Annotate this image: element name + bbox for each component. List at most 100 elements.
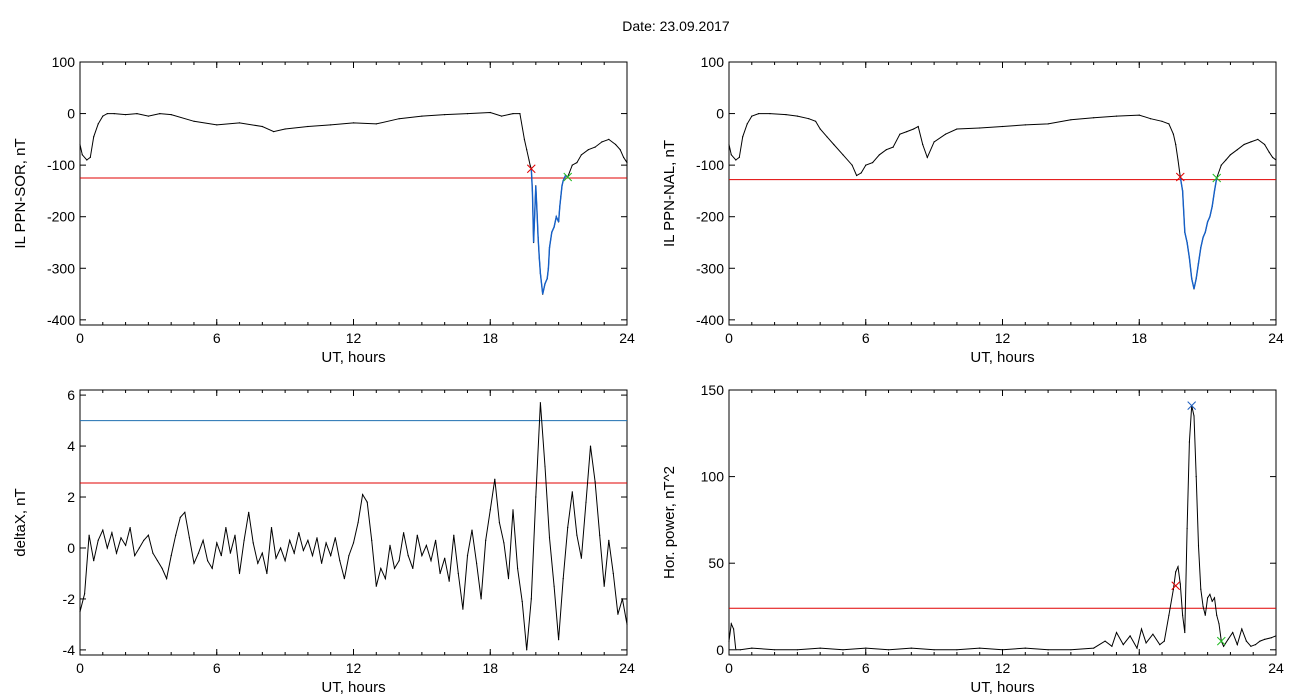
data-point bbox=[826, 136, 828, 138]
data-point bbox=[1179, 583, 1181, 585]
data-point bbox=[166, 578, 168, 580]
data-point bbox=[225, 527, 227, 529]
data-point bbox=[1175, 143, 1177, 146]
data-point bbox=[612, 572, 614, 575]
data-point bbox=[623, 156, 625, 158]
data-point bbox=[97, 123, 99, 125]
data-point bbox=[156, 560, 159, 562]
data-point bbox=[521, 600, 523, 603]
data-point bbox=[412, 567, 414, 570]
data-point bbox=[580, 557, 583, 559]
y-tick-label: 4 bbox=[67, 438, 75, 454]
x-axis-label: UT, hours bbox=[321, 679, 385, 696]
data-point bbox=[1024, 124, 1026, 126]
y-tick-label: 100 bbox=[52, 54, 76, 70]
data-point bbox=[193, 120, 195, 122]
data-point bbox=[1163, 640, 1165, 642]
x-tick-label: 18 bbox=[1131, 330, 1147, 346]
marker-green bbox=[1216, 636, 1226, 646]
data-point bbox=[910, 647, 912, 649]
data-point bbox=[93, 560, 95, 562]
data-point bbox=[348, 555, 350, 557]
data-point bbox=[1264, 638, 1266, 641]
data-point bbox=[81, 154, 83, 156]
data-point bbox=[503, 542, 505, 544]
data-point bbox=[887, 649, 890, 651]
y-tick-label: 0 bbox=[716, 642, 724, 658]
data-point bbox=[352, 122, 355, 124]
data-point bbox=[102, 529, 104, 531]
data-point bbox=[926, 156, 928, 158]
data-point bbox=[528, 159, 530, 161]
data-point bbox=[494, 478, 496, 480]
data-point bbox=[193, 562, 195, 564]
plot-frame bbox=[728, 389, 1277, 656]
x-tick-label: 18 bbox=[1131, 660, 1147, 676]
data-point bbox=[476, 562, 478, 564]
data-point bbox=[1245, 640, 1247, 642]
data-point bbox=[161, 567, 163, 570]
data-point bbox=[1182, 614, 1184, 616]
data-point bbox=[885, 149, 887, 151]
data-point bbox=[1111, 645, 1113, 647]
data-point bbox=[1250, 645, 1252, 647]
data-point bbox=[1197, 545, 1200, 547]
x-tick-label: 24 bbox=[1268, 330, 1284, 346]
data-point bbox=[530, 598, 532, 600]
data-point bbox=[216, 542, 218, 544]
data-point bbox=[284, 560, 286, 562]
data-point bbox=[1024, 647, 1026, 649]
data-point bbox=[878, 154, 881, 156]
y-tick-label: -400 bbox=[696, 312, 724, 328]
data-point bbox=[330, 124, 332, 126]
data-point bbox=[1202, 605, 1204, 608]
data-point bbox=[384, 578, 386, 580]
data-point bbox=[856, 174, 858, 177]
data-point bbox=[316, 537, 318, 539]
data-point bbox=[1209, 593, 1211, 596]
data-point bbox=[466, 113, 469, 115]
x-tick-label: 0 bbox=[76, 660, 84, 676]
data-point bbox=[89, 156, 91, 158]
data-point bbox=[389, 544, 391, 547]
x-tick-label: 0 bbox=[725, 660, 733, 676]
data-point bbox=[1218, 623, 1220, 625]
y-tick-label: -400 bbox=[47, 312, 75, 328]
data-point bbox=[1211, 600, 1213, 602]
data-point bbox=[548, 537, 551, 539]
data-point bbox=[170, 555, 172, 557]
data-point bbox=[1220, 164, 1222, 166]
data-point bbox=[380, 567, 382, 570]
data-point bbox=[1150, 118, 1152, 120]
data-point bbox=[462, 608, 464, 610]
data-point bbox=[558, 639, 560, 641]
data-point bbox=[1236, 149, 1238, 151]
data-point bbox=[576, 162, 578, 164]
data-point bbox=[106, 547, 108, 549]
data-point bbox=[580, 154, 583, 156]
data-point bbox=[739, 649, 742, 651]
marker-stroke bbox=[563, 172, 573, 182]
data-point bbox=[608, 138, 610, 140]
data-point bbox=[1268, 151, 1270, 153]
data-point bbox=[774, 649, 776, 651]
data-point bbox=[1129, 635, 1131, 637]
data-point bbox=[906, 131, 908, 133]
data-point bbox=[933, 649, 935, 651]
data-point bbox=[325, 542, 327, 544]
data-point bbox=[84, 593, 86, 595]
data-point bbox=[860, 172, 862, 174]
data-point bbox=[872, 162, 874, 164]
x-tick-label: 12 bbox=[995, 660, 1011, 676]
data-point bbox=[302, 549, 304, 552]
data-point bbox=[79, 143, 81, 146]
data-point bbox=[334, 537, 336, 539]
data-point bbox=[865, 647, 867, 649]
series-line bbox=[729, 405, 1276, 651]
y-tick-label: 0 bbox=[67, 540, 75, 556]
data-point bbox=[339, 560, 341, 562]
data-point bbox=[796, 649, 799, 651]
data-point bbox=[1184, 631, 1186, 634]
data-point bbox=[138, 547, 140, 549]
